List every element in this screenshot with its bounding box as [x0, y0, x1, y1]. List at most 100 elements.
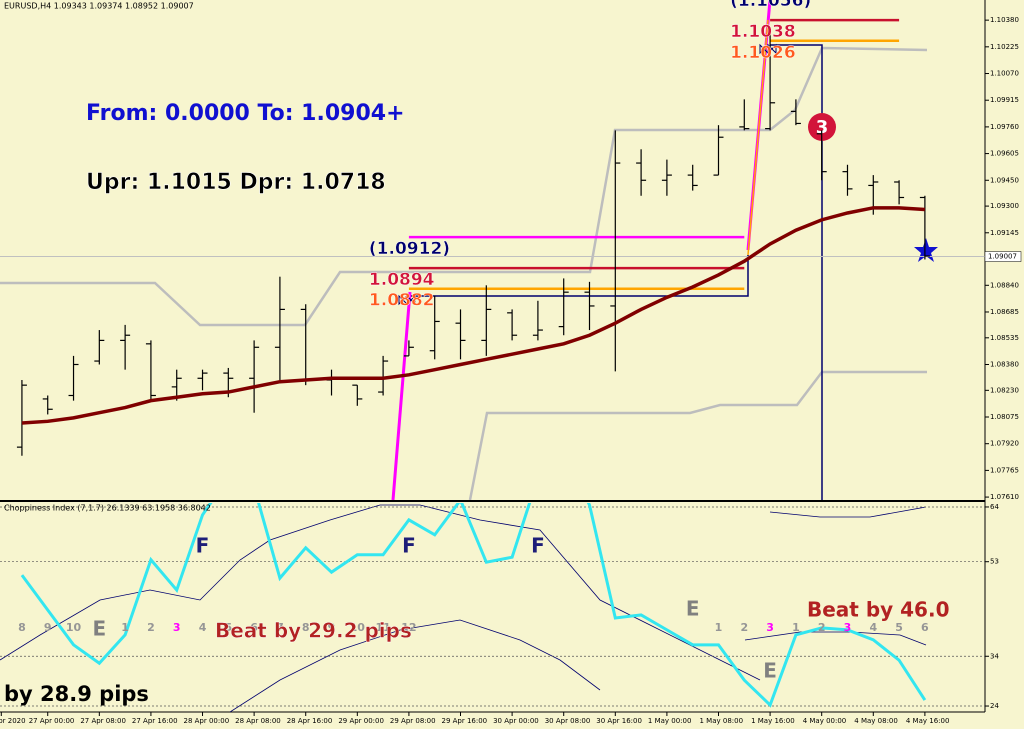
bow-icon	[398, 294, 416, 306]
indicator-title: Choppiness Index (7,1.7) 26.1339 63.1958…	[4, 504, 211, 513]
band-line	[229, 619, 601, 712]
y-tick-label: 34	[990, 652, 999, 660]
x-tick-label: 30 Apr 00:00	[493, 717, 539, 725]
signal-label: E	[686, 596, 700, 620]
annotation: Beat by 46.0	[807, 598, 950, 622]
y-tick-label: 1.07610	[990, 493, 1019, 501]
chart-title: EURUSD,H4 1.09343 1.09374 1.08952 1.0900…	[4, 2, 194, 11]
count-label: 2	[818, 621, 826, 634]
count-label: 5	[224, 621, 232, 634]
count-label: 1	[121, 621, 129, 634]
count-label: 6	[250, 621, 258, 634]
y-tick-label: 64	[990, 503, 999, 511]
x-tick-label: 27 Apr 16:00	[132, 717, 178, 725]
y-tick-label: 1.10225	[990, 43, 1019, 51]
level-label: 1.1038	[730, 22, 796, 42]
signal-label: E	[92, 616, 106, 640]
count-label: 10	[350, 621, 366, 634]
marker-label: 3	[816, 117, 829, 138]
y-tick-label: 1.09760	[990, 123, 1019, 131]
x-tick-label: 30 Apr 08:00	[545, 717, 591, 725]
count-label: 12	[401, 621, 416, 634]
bow-icon	[759, 43, 777, 55]
choppiness-line	[20, 503, 927, 708]
x-tick-label: 30 Apr 16:00	[596, 717, 642, 725]
count-label: 5	[895, 621, 903, 634]
x-tick-label: 28 Apr 00:00	[184, 717, 230, 725]
y-tick-label: 1.08075	[990, 413, 1019, 421]
level-label: 1.0882	[369, 291, 435, 311]
price-box	[984, 251, 1022, 262]
y-tick-label: 24	[990, 702, 999, 710]
count-label: 10	[66, 621, 82, 634]
x-tick-label: 29 Apr 16:00	[442, 717, 488, 725]
x-tick-label: 27 Apr 00:00	[29, 717, 75, 725]
x-tick-label: 1 May 16:00	[751, 717, 795, 725]
x-tick-label: 24 Apr 2020	[0, 717, 26, 725]
signal-label: F	[196, 533, 210, 557]
annotation: Upr: 1.1015 Dpr: 1.0718	[86, 170, 386, 195]
level-label: 1.1026	[730, 43, 796, 63]
y-tick-label: 1.07765	[990, 466, 1019, 474]
x-tick-label: 27 Apr 08:00	[80, 717, 126, 725]
y-tick-label: 1.09915	[990, 96, 1019, 104]
x-tick-label: 4 May 16:00	[906, 717, 950, 725]
indicator-panel	[0, 503, 985, 712]
y-tick-label: 1.09300	[990, 202, 1019, 210]
y-tick-label: 1.08840	[990, 281, 1019, 289]
trend-line	[391, 291, 412, 500]
count-label: 2	[147, 621, 155, 634]
marker-circle	[808, 113, 836, 141]
annotation: Beat by 29.2 pips	[215, 619, 412, 643]
trend-line	[747, 19, 769, 256]
x-tick-label: 29 Apr 00:00	[338, 717, 384, 725]
star-icon	[914, 238, 938, 262]
upper-band	[0, 46, 928, 327]
range-line	[770, 44, 823, 500]
count-label: 8	[18, 621, 26, 634]
count-label: 9	[328, 621, 336, 634]
y-tick-label: 1.08230	[990, 386, 1019, 394]
count-label: 11	[375, 621, 390, 634]
x-tick-label: 29 Apr 08:00	[390, 717, 436, 725]
x-tick-label: 4 May 00:00	[803, 717, 847, 725]
x-tick-label: 28 Apr 08:00	[235, 717, 281, 725]
signal-label: F	[402, 533, 416, 557]
y-tick-label: 53	[990, 558, 999, 566]
count-label: 8	[302, 621, 310, 634]
y-tick-label: 1.09605	[990, 150, 1019, 158]
y-tick-label: 1.09450	[990, 176, 1019, 184]
count-label: 4	[199, 621, 207, 634]
count-label: 2	[740, 621, 748, 634]
y-tick-label: 1.08535	[990, 334, 1019, 342]
x-tick-label: 4 May 08:00	[854, 717, 898, 725]
signal-label: F	[531, 533, 545, 557]
band-line	[0, 504, 761, 681]
count-label: 6	[921, 621, 929, 634]
count-label: 3	[844, 621, 852, 634]
count-label: 1	[792, 621, 800, 634]
band-line	[769, 506, 927, 518]
y-tick-label: 1.07920	[990, 440, 1019, 448]
annotation: From: 0.0000 To: 1.0904+	[86, 101, 405, 126]
count-label: 9	[44, 621, 52, 634]
range-line	[408, 255, 749, 297]
level-label: (1.0912)	[369, 239, 450, 259]
moving-average	[21, 206, 926, 425]
count-label: 1	[715, 621, 723, 634]
count-label: 3	[173, 621, 181, 634]
y-tick-label: 1.08380	[990, 360, 1019, 368]
annotation: by 28.9 pips	[4, 682, 149, 706]
price-panel: 3	[0, 0, 985, 500]
count-label: 3	[766, 621, 774, 634]
count-label: 7	[276, 621, 284, 634]
y-tick-label: 1.09145	[990, 229, 1019, 237]
x-tick-label: 28 Apr 16:00	[287, 717, 333, 725]
price-box-label: 1.09007	[988, 253, 1017, 261]
level-label: (1.1056)	[730, 0, 811, 11]
signal-label: E	[763, 659, 777, 683]
count-label: 4	[869, 621, 877, 634]
